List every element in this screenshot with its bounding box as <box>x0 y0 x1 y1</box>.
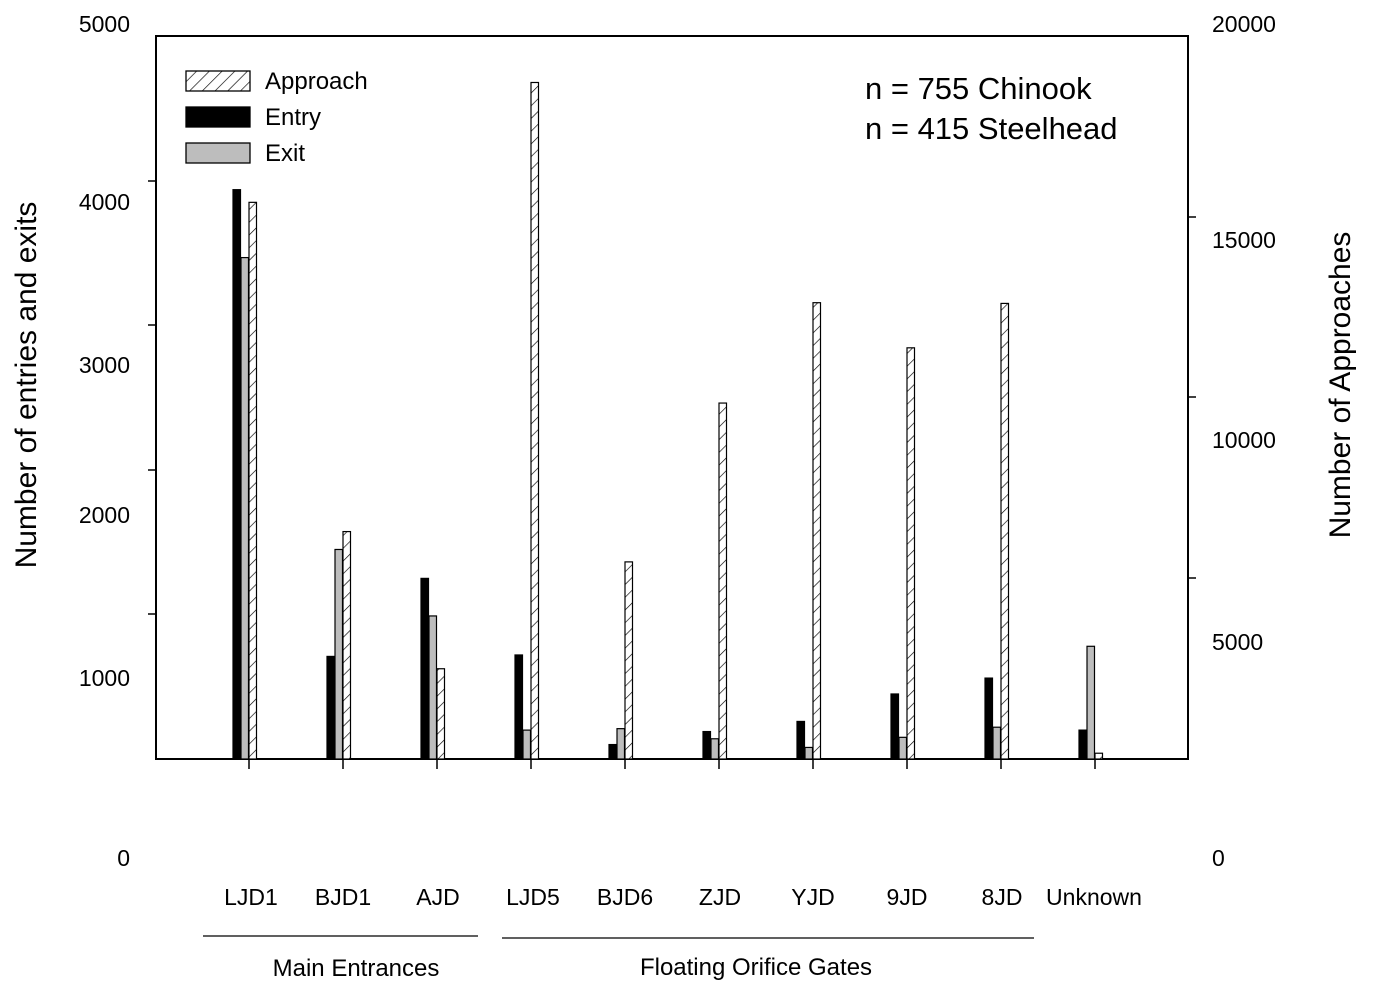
y2-axis-title: Number of Approaches <box>1324 232 1357 539</box>
bar-approach-ljd5 <box>530 81 540 760</box>
bar-approach-yjd <box>812 302 822 760</box>
x-tick-label: Unknown <box>1046 884 1142 910</box>
bar-approach-8jd <box>1000 302 1010 760</box>
bar-approach-9jd <box>906 347 916 760</box>
y-axis-left: 0 1000 2000 3000 4000 5000 <box>79 11 130 871</box>
bar-entry-zjd <box>702 730 712 760</box>
legend-swatch-exit <box>185 142 251 164</box>
x-tick-label: BJD6 <box>597 884 653 910</box>
bar-entry-yjd <box>796 720 806 760</box>
bar-exit-unknown <box>1086 645 1096 760</box>
bar-entry-ajd <box>420 577 430 760</box>
y-tick-label: 0 <box>117 845 130 871</box>
y-tick-label: 3000 <box>79 352 130 378</box>
bar-entry-ljd1 <box>232 189 242 760</box>
x-tick-label: LJD1 <box>224 884 278 910</box>
bar-approach-bjd6 <box>624 561 634 760</box>
y-axis-title: Number of entries and exits <box>10 202 43 569</box>
bar-entry-ljd5 <box>514 654 524 760</box>
bar-exit-ljd1 <box>240 256 250 760</box>
bar-approach-bjd1 <box>342 530 352 760</box>
x-tick-label: ZJD <box>699 884 741 910</box>
bar-exit-bjd1 <box>334 548 344 760</box>
x-tick-label: YJD <box>791 884 834 910</box>
x-tick-label: LJD5 <box>506 884 560 910</box>
x-tick-label: 8JD <box>982 884 1023 910</box>
bar-approach-zjd <box>718 402 728 760</box>
group-label-floating-orifice-gates: Floating Orifice Gates <box>640 954 872 981</box>
legend-label-approach: Approach <box>265 68 368 95</box>
y-axis-right: 0 5000 10000 15000 20000 <box>1212 11 1276 871</box>
axis-ticks <box>148 180 1196 769</box>
bar-approach-ajd <box>436 668 446 760</box>
y-tick-label: 4000 <box>79 189 130 215</box>
bar-entry-9jd <box>890 693 900 760</box>
bar-entry-bjd1 <box>326 655 336 760</box>
bar-exit-9jd <box>898 736 908 760</box>
annotation-chinook: n = 755 Chinook <box>865 71 1092 106</box>
category-labels: LJD1 BJD1 AJD LJD5 BJD6 ZJD YJD 9JD 8JD Unknown <box>224 884 1142 910</box>
x-tick-label: 9JD <box>887 884 928 910</box>
bar-exit-yjd <box>804 746 814 760</box>
y2-tick-label: 0 <box>1212 845 1225 871</box>
y2-tick-label: 20000 <box>1212 11 1276 37</box>
y2-tick-label: 10000 <box>1212 427 1276 453</box>
legend: Approach Entry Exit <box>185 68 368 167</box>
legend-label-entry: Entry <box>265 104 321 131</box>
y2-tick-label: 15000 <box>1212 227 1276 253</box>
bar-exit-8jd <box>992 726 1002 760</box>
group-label-main-entrances: Main Entrances <box>273 955 440 982</box>
legend-label-exit: Exit <box>265 140 305 167</box>
bars <box>232 81 1104 760</box>
bar-exit-bjd6 <box>616 728 626 760</box>
legend-swatch-entry <box>185 106 251 128</box>
y-tick-label: 1000 <box>79 665 130 691</box>
y-tick-label: 2000 <box>79 502 130 528</box>
annotation-steelhead: n = 415 Steelhead <box>865 111 1118 146</box>
y2-tick-label: 5000 <box>1212 629 1263 655</box>
bar-entry-unknown <box>1078 729 1088 760</box>
bar-entry-8jd <box>984 677 994 760</box>
y-tick-label: 5000 <box>79 11 130 37</box>
bar-exit-ljd5 <box>522 729 532 760</box>
bar-approach-ljd1 <box>248 201 258 760</box>
bar-exit-zjd <box>710 738 720 760</box>
legend-swatch-approach <box>185 70 251 92</box>
bar-entry-bjd6 <box>608 743 618 760</box>
bar-exit-ajd <box>428 615 438 760</box>
bar-approach-unknown <box>1094 752 1104 760</box>
x-tick-label: BJD1 <box>315 884 371 910</box>
x-tick-label: AJD <box>416 884 459 910</box>
